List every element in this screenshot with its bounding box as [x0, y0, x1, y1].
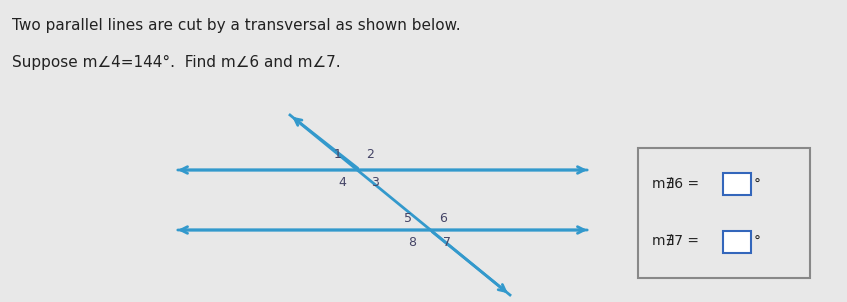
Text: Suppose m∠4=144°.  Find m∠6 and m∠7.: Suppose m∠4=144°. Find m∠6 and m∠7. [12, 55, 340, 70]
Text: 2: 2 [366, 149, 374, 162]
Text: 6: 6 [439, 211, 447, 224]
Bar [723, 173, 751, 195]
Text: m∄6 =: m∄6 = [652, 177, 704, 191]
Text: 1: 1 [334, 149, 342, 162]
Text: °: ° [754, 177, 761, 191]
Text: °: ° [754, 235, 761, 249]
Text: m∄7 =: m∄7 = [652, 235, 703, 249]
Bar [723, 231, 751, 252]
Text: Two parallel lines are cut by a transversal as shown below.: Two parallel lines are cut by a transver… [12, 18, 461, 33]
Text: 8: 8 [408, 236, 416, 249]
Text: 3: 3 [371, 175, 379, 188]
Text: 5: 5 [404, 211, 412, 224]
Bar [638, 148, 810, 278]
Text: 7: 7 [443, 236, 451, 249]
Text: 4: 4 [338, 175, 346, 188]
